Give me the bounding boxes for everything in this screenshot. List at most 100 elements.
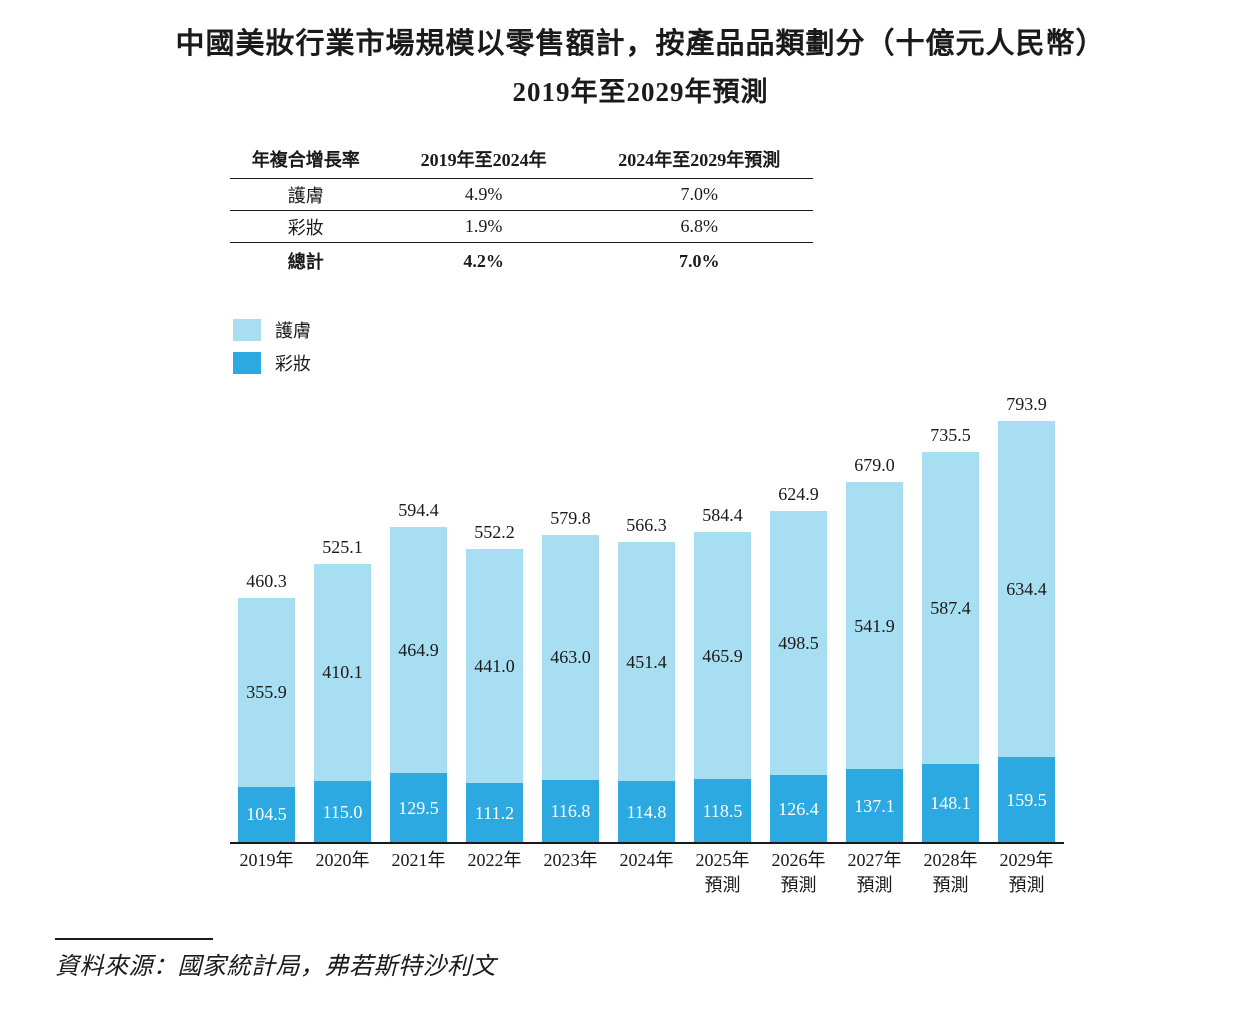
x-axis-label-line: 預測 <box>932 875 969 895</box>
chart-title: 中國美妝行業市場規模以零售額計，按產品品類劃分（十億元人民幣） 2019年至20… <box>32 26 1249 108</box>
cagr-value: 7.0% <box>679 250 720 271</box>
makeup-value-label: 148.1 <box>930 792 971 813</box>
skincare-value-label: 465.9 <box>702 645 743 666</box>
x-axis-label: 2025年預測 <box>676 848 769 898</box>
legend-swatch-skincare <box>233 319 261 341</box>
makeup-value-label: 159.5 <box>1006 789 1047 810</box>
x-axis-label-line: 2028年 <box>923 850 978 870</box>
x-axis-label-line: 預測 <box>1008 875 1045 895</box>
legend-swatch-makeup <box>233 352 261 374</box>
total-value-label: 552.2 <box>474 522 515 543</box>
legend-label-skincare: 護膚 <box>275 321 311 341</box>
chart-title-line1: 中國美妝行業市場規模以零售額計，按產品品類劃分（十億元人民幣） <box>175 28 1106 60</box>
skincare-value-label: 634.4 <box>1006 579 1047 600</box>
makeup-value-label: 115.0 <box>322 801 363 822</box>
skincare-value-label: 410.1 <box>322 662 363 683</box>
x-axis-label: 2029年預測 <box>980 848 1073 898</box>
x-axis-label-line: 2019年 <box>239 850 294 870</box>
cagr-header-period-1: 2019年至2024年 <box>420 150 547 170</box>
skincare-value-label: 498.5 <box>778 632 819 653</box>
x-axis-label-line: 2021年 <box>391 850 446 870</box>
cagr-value: 7.0% <box>680 184 719 204</box>
total-value-label: 793.9 <box>1006 394 1047 415</box>
skincare-value-label: 463.0 <box>550 647 591 668</box>
legend-label-makeup: 彩妝 <box>275 354 311 374</box>
total-value-label: 679.0 <box>854 455 895 476</box>
cagr-row-skincare: 護膚 4.9% 7.0% <box>230 179 813 211</box>
x-axis-label-line: 2020年 <box>315 850 370 870</box>
total-value-label: 566.3 <box>626 514 667 535</box>
x-axis-label-line: 2024年 <box>619 850 674 870</box>
makeup-segment <box>314 781 371 842</box>
total-value-label: 594.4 <box>398 499 439 520</box>
makeup-segment <box>542 780 599 842</box>
makeup-segment <box>238 786 295 842</box>
makeup-segment <box>922 763 979 842</box>
x-axis-label: 2027年預測 <box>828 848 921 898</box>
x-axis-label: 2020年 <box>296 848 389 873</box>
legend-item-skincare: 護膚 <box>233 319 311 341</box>
skincare-value-label: 441.0 <box>474 656 515 677</box>
cagr-value: 1.9% <box>464 216 503 236</box>
makeup-segment <box>618 781 675 842</box>
x-axis-label-line: 2023年 <box>543 850 598 870</box>
makeup-value-label: 129.5 <box>398 797 439 818</box>
makeup-value-label: 116.8 <box>550 801 591 822</box>
cagr-row-label: 護膚 <box>287 185 324 206</box>
source-divider <box>55 938 213 940</box>
chart-legend: 護膚 彩妝 <box>233 319 311 385</box>
x-axis-label-line: 2027年 <box>847 850 902 870</box>
makeup-segment <box>694 779 751 842</box>
makeup-value-label: 118.5 <box>702 800 743 821</box>
makeup-segment <box>466 783 523 842</box>
makeup-segment <box>770 775 827 842</box>
makeup-value-label: 126.4 <box>778 798 819 819</box>
cagr-value: 4.9% <box>464 184 503 204</box>
makeup-value-label: 137.1 <box>854 795 895 816</box>
chart-title-line2: 2019年至2029年預測 <box>512 77 769 107</box>
source-text: 資料來源：國家統計局，弗若斯特沙利文 <box>55 954 496 980</box>
skincare-value-label: 587.4 <box>930 597 971 618</box>
skincare-value-label: 355.9 <box>246 682 287 703</box>
total-value-label: 579.8 <box>550 507 591 528</box>
cagr-header-metric: 年複合增長率 <box>251 150 360 170</box>
cagr-header-period-2: 2024年至2029年預測 <box>618 150 781 170</box>
x-axis-label-line: 2025年 <box>695 850 750 870</box>
cagr-row-total: 總計 4.2% 7.0% <box>230 243 813 279</box>
x-axis-label: 2019年 <box>220 848 313 873</box>
cagr-table-header-row: 年複合增長率 2019年至2024年 2024年至2029年預測 <box>230 140 813 179</box>
x-axis-label-line: 2022年 <box>467 850 522 870</box>
total-value-label: 460.3 <box>246 571 287 592</box>
x-axis-label-line: 2029年 <box>999 850 1054 870</box>
cagr-row-label: 彩妝 <box>287 217 324 238</box>
skincare-value-label: 451.4 <box>626 651 667 672</box>
cagr-value: 6.8% <box>680 216 719 236</box>
x-axis-label: 2024年 <box>600 848 693 873</box>
x-axis-label-line: 預測 <box>704 875 741 895</box>
makeup-segment <box>998 757 1055 842</box>
x-axis-label: 2028年預測 <box>904 848 997 898</box>
makeup-value-label: 104.5 <box>246 804 287 825</box>
x-axis-label-line: 預測 <box>856 875 893 895</box>
x-axis-label: 2026年預測 <box>752 848 845 898</box>
legend-item-makeup: 彩妝 <box>233 352 311 374</box>
cagr-row-makeup: 彩妝 1.9% 6.8% <box>230 211 813 243</box>
total-value-label: 584.4 <box>702 505 743 526</box>
x-axis-label-line: 2026年 <box>771 850 826 870</box>
makeup-value-label: 111.2 <box>474 802 515 823</box>
cagr-row-label: 總計 <box>287 252 324 272</box>
makeup-value-label: 114.8 <box>626 801 667 822</box>
x-axis-line <box>230 842 1064 844</box>
total-value-label: 624.9 <box>778 483 819 504</box>
cagr-table: 年複合增長率 2019年至2024年 2024年至2029年預測 護膚 4.9%… <box>230 140 813 279</box>
x-axis-label-line: 預測 <box>780 875 817 895</box>
x-axis-label: 2021年 <box>372 848 465 873</box>
skincare-value-label: 541.9 <box>854 615 895 636</box>
makeup-segment <box>846 769 903 842</box>
x-axis-label: 2023年 <box>524 848 617 873</box>
skincare-value-label: 464.9 <box>398 640 439 661</box>
makeup-segment <box>390 773 447 842</box>
x-axis-label: 2022年 <box>448 848 541 873</box>
